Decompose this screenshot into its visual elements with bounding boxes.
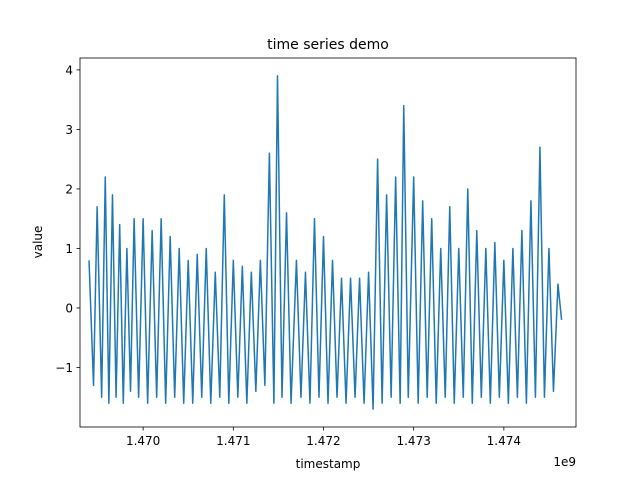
plot-frame	[79, 57, 577, 428]
chart-title: time series demo	[267, 37, 389, 53]
y-axis-label: value	[31, 226, 45, 259]
y-tick-label: −1	[55, 361, 73, 375]
y-tick-label: 1	[65, 242, 73, 256]
x-axis-offset-label: 1e9	[553, 455, 576, 469]
x-tick-label: 1.471	[216, 434, 250, 448]
x-tick-label: 1.474	[487, 434, 521, 448]
x-tick-label: 1.473	[396, 434, 430, 448]
series-line-0	[88, 75, 563, 410]
plot-area: 1.470 1.471 1.472 1.473 1.474 −1 0 1 2 3 4	[55, 57, 577, 448]
y-tick-label: 0	[65, 301, 73, 315]
x-axis-label: timestamp	[296, 457, 361, 471]
y-tick-label: 2	[65, 182, 73, 196]
x-tick-label: 1.470	[126, 434, 160, 448]
y-tick-label: 4	[65, 63, 73, 77]
y-tick-label: 3	[65, 123, 73, 137]
x-tick-label: 1.472	[306, 434, 340, 448]
